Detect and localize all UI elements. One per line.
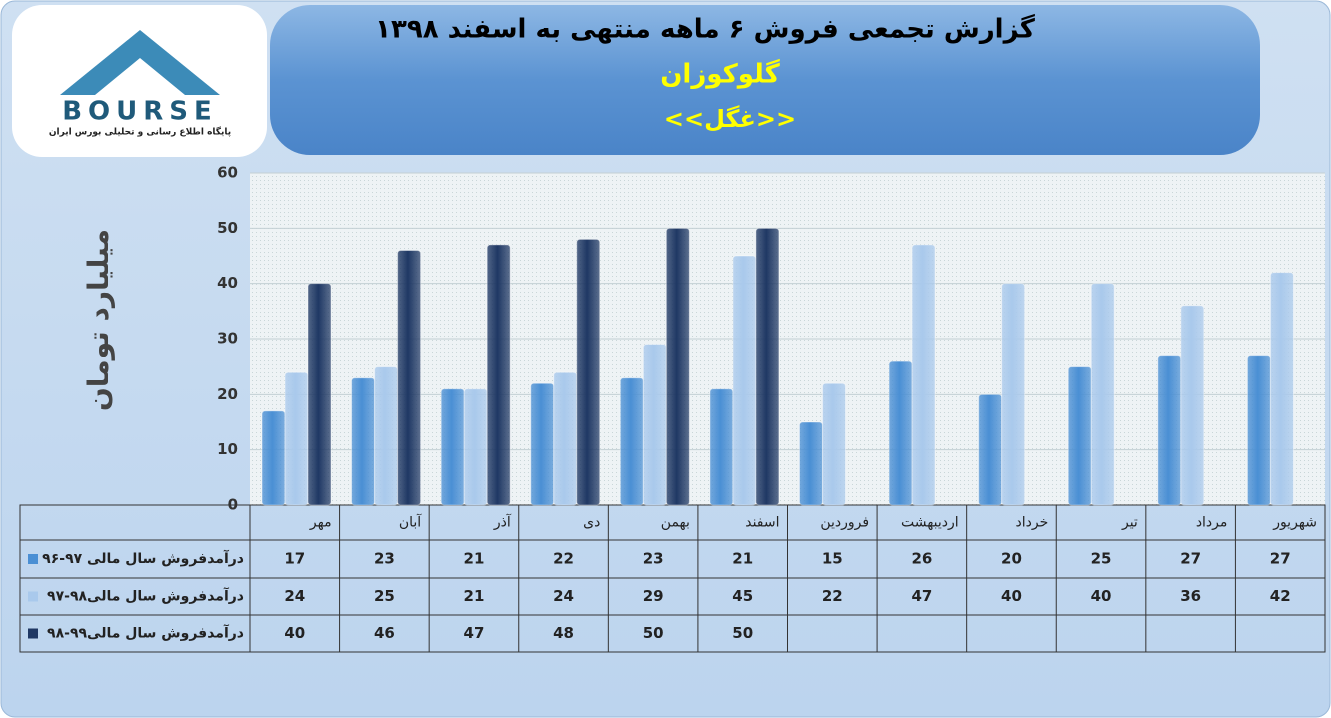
table-value: 29 bbox=[643, 587, 664, 605]
x-tick-label: خرداد bbox=[1016, 515, 1049, 531]
y-tick-label: 20 bbox=[217, 385, 238, 403]
logo-text: BOURSE bbox=[62, 97, 218, 127]
table-value: 42 bbox=[1270, 587, 1291, 605]
table-value: 25 bbox=[1091, 550, 1112, 568]
table-value: 21 bbox=[464, 550, 485, 568]
table-value: 24 bbox=[284, 587, 305, 605]
bar bbox=[1067, 366, 1092, 506]
legend-label: درآمدفروش سال مالی۹۹-۹۸ bbox=[47, 624, 244, 642]
table-value: 47 bbox=[464, 624, 485, 642]
table-value: 25 bbox=[374, 587, 395, 605]
bar bbox=[1269, 272, 1294, 506]
bar bbox=[1090, 283, 1115, 506]
bar bbox=[307, 283, 332, 506]
chart-subtitle: گلوکوزان bbox=[660, 59, 780, 90]
table-value: 20 bbox=[1001, 550, 1022, 568]
x-tick-label: مهر bbox=[309, 515, 332, 531]
bar bbox=[1157, 355, 1182, 506]
bar bbox=[665, 227, 690, 506]
bar bbox=[261, 410, 286, 506]
bar bbox=[284, 371, 309, 506]
x-tick-label: شهریور bbox=[1272, 515, 1317, 531]
bar bbox=[351, 377, 376, 506]
chart-title: گزارش تجمعی فروش ۶ ماهه منتهی به اسفند ۱… bbox=[375, 14, 1036, 45]
bar bbox=[1001, 283, 1026, 506]
x-tick-label: بهمن bbox=[661, 515, 690, 531]
bar bbox=[530, 382, 555, 506]
legend-label: درآمدفروش سال مالی ۹۷-۹۶ bbox=[42, 549, 244, 567]
table-value: 40 bbox=[1001, 587, 1022, 605]
y-tick-label: 30 bbox=[217, 330, 238, 348]
bar bbox=[709, 388, 734, 506]
table-value: 24 bbox=[553, 587, 574, 605]
x-tick-label: اردیبهشت bbox=[901, 515, 959, 531]
x-tick-label: مرداد bbox=[1196, 515, 1228, 531]
logo-shape bbox=[95, 58, 185, 95]
table-value: 50 bbox=[732, 624, 753, 642]
x-tick-label: تیر bbox=[1121, 515, 1138, 531]
table-value: 36 bbox=[1180, 587, 1201, 605]
bar bbox=[397, 249, 422, 506]
bar bbox=[755, 227, 780, 506]
bar bbox=[440, 388, 465, 506]
table-value: 45 bbox=[732, 587, 753, 605]
legend-swatch bbox=[28, 591, 38, 602]
x-tick-label: آذر bbox=[493, 514, 512, 531]
y-tick-label: 10 bbox=[217, 440, 238, 458]
chart-subtitle: <<غگل>> bbox=[664, 105, 796, 133]
bar bbox=[642, 344, 667, 506]
y-tick-label: 40 bbox=[217, 274, 238, 292]
legend-swatch bbox=[28, 554, 38, 564]
table-value: 23 bbox=[643, 550, 664, 568]
bar bbox=[1180, 305, 1205, 506]
table-value: 27 bbox=[1270, 550, 1291, 568]
bar bbox=[911, 244, 936, 506]
table-value: 40 bbox=[284, 624, 305, 642]
bar bbox=[888, 360, 913, 506]
table-value: 46 bbox=[374, 624, 395, 642]
table-value: 22 bbox=[822, 587, 843, 605]
table-value: 40 bbox=[1091, 587, 1112, 605]
bar bbox=[1246, 355, 1271, 506]
bar bbox=[486, 244, 511, 506]
table-value: 47 bbox=[911, 587, 932, 605]
table-value: 22 bbox=[553, 550, 574, 568]
x-tick-label: فروردین bbox=[820, 515, 869, 531]
bar bbox=[463, 388, 488, 506]
table-value: 15 bbox=[822, 550, 843, 568]
table-value: 50 bbox=[643, 624, 664, 642]
bar bbox=[978, 393, 1003, 506]
y-axis-label: میلیارد تومان bbox=[82, 229, 115, 411]
table-value: 27 bbox=[1180, 550, 1201, 568]
table-value: 21 bbox=[464, 587, 485, 605]
x-tick-label: اسفند bbox=[745, 515, 779, 531]
x-tick-label: آبان bbox=[399, 514, 422, 531]
x-tick-label: دی bbox=[583, 515, 600, 531]
bar bbox=[822, 382, 846, 506]
table-value: 48 bbox=[553, 624, 574, 642]
y-tick-label: 60 bbox=[217, 164, 238, 182]
bar bbox=[374, 366, 399, 506]
title-banner bbox=[270, 5, 1260, 155]
bar bbox=[553, 371, 578, 506]
bar bbox=[732, 255, 757, 506]
table-value: 23 bbox=[374, 550, 395, 568]
bar bbox=[576, 238, 601, 506]
logo-tagline: پایگاه اطلاع رسانی و تحلیلی بورس ایران bbox=[49, 126, 231, 138]
legend-label: درآمدفروش سال مالی۹۸-۹۷ bbox=[47, 587, 244, 605]
y-tick-label: 50 bbox=[217, 219, 238, 237]
table-value: 26 bbox=[911, 550, 932, 568]
table-value: 17 bbox=[284, 550, 305, 568]
bar bbox=[799, 421, 823, 506]
legend-swatch bbox=[28, 628, 38, 639]
bar bbox=[619, 377, 644, 506]
table-value: 21 bbox=[732, 550, 753, 568]
